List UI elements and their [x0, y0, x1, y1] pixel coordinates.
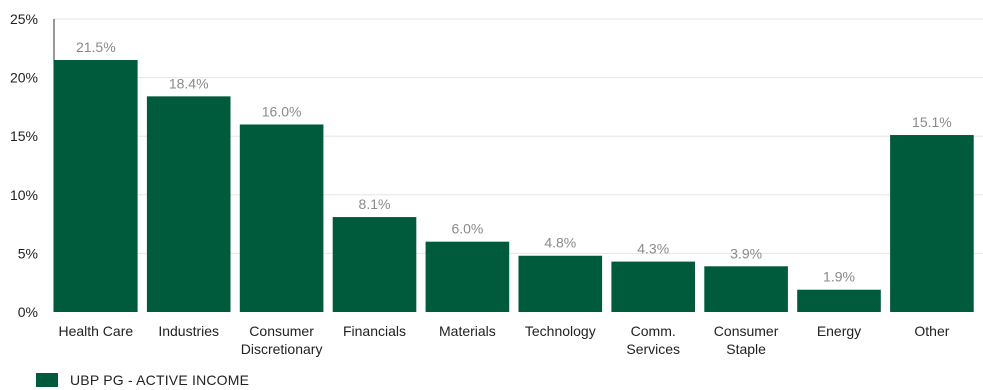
- x-tick-label: Materials: [439, 323, 496, 339]
- y-tick-label: 5%: [18, 245, 38, 261]
- data-label: 16.0%: [262, 103, 302, 119]
- y-tick-label: 25%: [10, 11, 38, 27]
- x-tick-label: Staple: [726, 341, 766, 357]
- data-label: 8.1%: [359, 196, 391, 212]
- x-tick-label: Health Care: [58, 323, 133, 339]
- legend-label: UBP PG - ACTIVE INCOME: [70, 372, 250, 388]
- data-label: 4.8%: [544, 235, 576, 251]
- y-tick-label: 20%: [10, 70, 38, 86]
- x-tick-label: Industries: [158, 323, 219, 339]
- bar: [611, 261, 696, 312]
- data-label: 6.0%: [451, 221, 483, 237]
- y-tick-label: 15%: [10, 128, 38, 144]
- data-label: 3.9%: [730, 245, 762, 261]
- x-tick-label: Consumer: [714, 323, 779, 339]
- legend: UBP PG - ACTIVE INCOME: [36, 372, 249, 388]
- x-tick-label: Other: [914, 323, 949, 339]
- bar: [425, 241, 510, 312]
- data-label: 1.9%: [823, 269, 855, 285]
- bar: [518, 255, 603, 312]
- data-label: 15.1%: [912, 114, 952, 130]
- x-tick-label: Discretionary: [241, 341, 323, 357]
- bar: [704, 266, 788, 312]
- bar: [797, 289, 881, 312]
- x-tick-label: Energy: [817, 323, 861, 339]
- y-tick-label: 10%: [10, 187, 38, 203]
- bar: [54, 60, 138, 312]
- x-tick-label: Consumer: [249, 323, 314, 339]
- bar: [890, 135, 974, 312]
- data-label: 21.5%: [76, 39, 116, 55]
- bar: [146, 96, 231, 313]
- x-tick-label: Technology: [525, 323, 596, 339]
- legend-swatch: [36, 373, 58, 387]
- x-tick-label: Services: [626, 341, 680, 357]
- y-tick-label: 0%: [18, 304, 38, 320]
- bar: [239, 124, 324, 312]
- bar: [332, 217, 417, 312]
- data-label: 4.3%: [637, 241, 669, 257]
- data-label: 18.4%: [169, 75, 209, 91]
- x-tick-label: Comm.: [631, 323, 676, 339]
- x-tick-label: Financials: [343, 323, 406, 339]
